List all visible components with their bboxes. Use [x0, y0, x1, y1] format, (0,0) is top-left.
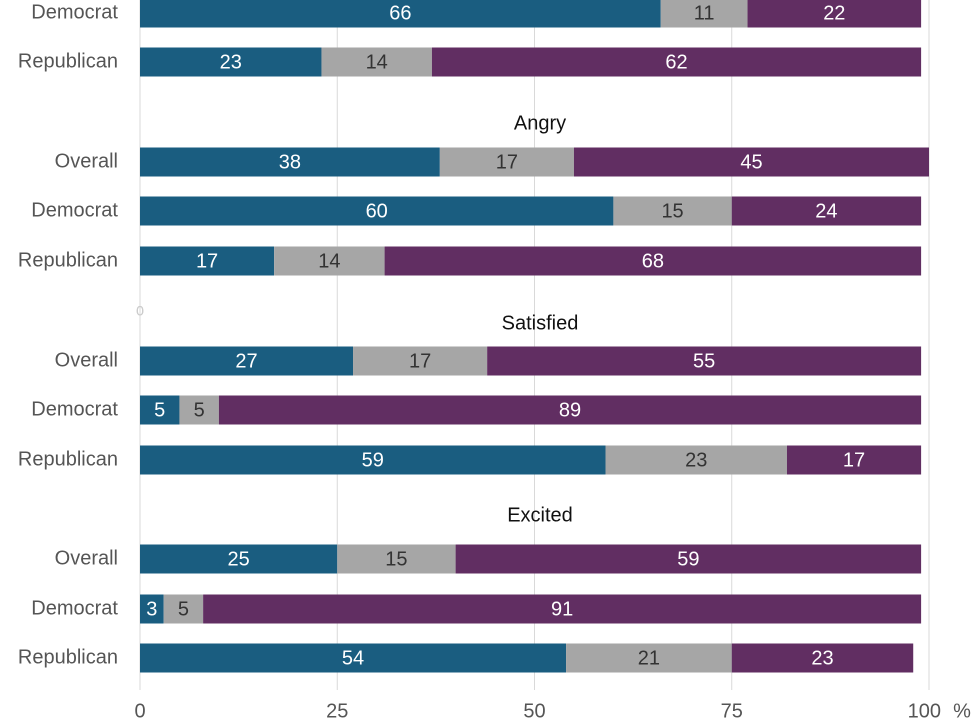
- ghost-zero-label: 0: [136, 303, 144, 319]
- ghost-zero-label: 0: [136, 303, 144, 319]
- bar-segment-s1: [140, 544, 338, 574]
- bar-segment-s3: [203, 594, 922, 624]
- bar-segment-s2: [566, 643, 732, 673]
- category-label: Republican: [18, 50, 118, 72]
- category-label: Democrat: [31, 199, 118, 221]
- bar-segment-s3: [786, 445, 922, 475]
- bar-value-label: 54: [342, 647, 364, 669]
- bar-value-label: 55: [693, 350, 715, 372]
- category-label: Overall: [55, 547, 118, 569]
- bar-value-label: 3: [146, 598, 157, 620]
- bar-segment-s2: [337, 544, 456, 574]
- bar-value-label: 22: [823, 2, 845, 24]
- x-tick-label: 75: [721, 700, 743, 720]
- bar-segment-s1: [140, 594, 164, 624]
- bar-value-label: 17: [843, 449, 865, 471]
- bar-segment-s2: [353, 346, 488, 376]
- bar-segment-s2: [321, 47, 432, 77]
- bar-value-label: 25: [228, 548, 250, 570]
- group-title: Satisfied: [502, 312, 579, 334]
- bar-segment-s2: [274, 246, 385, 276]
- x-tick-label: 25: [326, 700, 348, 720]
- bar-segment-s2: [179, 395, 219, 425]
- bar-value-label: 38: [279, 151, 301, 173]
- bar-segment-s1: [140, 47, 322, 77]
- category-label: Overall: [55, 349, 118, 371]
- category-label: Democrat: [31, 1, 118, 23]
- bar-value-label: 23: [685, 449, 707, 471]
- x-tick-label: 50: [523, 700, 545, 720]
- bar-value-label: 15: [385, 548, 407, 570]
- bar-segment-s1: [140, 246, 275, 276]
- x-axis-unit: %: [953, 700, 971, 720]
- bar-value-label: 11: [694, 2, 715, 24]
- bar-segment-s1: [140, 196, 614, 226]
- bar-value-label: 62: [665, 51, 687, 73]
- category-label: Republican: [18, 646, 118, 668]
- bar-value-label: 5: [194, 399, 205, 421]
- bar-segment-s1: [140, 346, 354, 376]
- bar-value-label: 27: [235, 350, 257, 372]
- category-label: Democrat: [31, 597, 118, 619]
- group-title: Excited: [507, 504, 573, 526]
- bar-value-label: 59: [677, 548, 699, 570]
- bar-segment-s3: [487, 346, 922, 376]
- bar-segment-s3: [384, 246, 922, 276]
- bar-segment-s1: [140, 395, 180, 425]
- category-label: Republican: [18, 249, 118, 271]
- x-tick-label: 0: [134, 700, 145, 720]
- bar-segment-s3: [573, 147, 929, 177]
- bar-segment-s1: [140, 445, 606, 475]
- bar-value-label: 17: [196, 250, 218, 272]
- bar-segment-s3: [747, 0, 922, 28]
- bar-segment-s2: [660, 0, 748, 28]
- bar-segment-s1: [140, 643, 567, 673]
- bar-segment-s2: [605, 445, 787, 475]
- bar-value-label: 23: [811, 647, 833, 669]
- bar-value-label: 17: [409, 350, 431, 372]
- bar-value-label: 5: [178, 598, 189, 620]
- bar-segment-s3: [455, 544, 922, 574]
- bar-value-label: 21: [638, 647, 660, 669]
- bar-segment-s2: [439, 147, 574, 177]
- bar-value-label: 24: [815, 200, 837, 222]
- category-label: Republican: [18, 448, 118, 470]
- group-title: Angry: [514, 112, 566, 134]
- bar-value-label: 68: [642, 250, 664, 272]
- bar-value-label: 14: [318, 250, 340, 272]
- bar-value-label: 91: [551, 598, 573, 620]
- x-tick-label: 100: [908, 700, 941, 720]
- bar-value-label: 45: [740, 151, 762, 173]
- category-label: Democrat: [31, 398, 118, 420]
- bar-segment-s2: [613, 196, 732, 226]
- bar-segment-s3: [218, 395, 922, 425]
- bar-segment-s1: [140, 0, 661, 28]
- bar-value-label: 14: [366, 51, 388, 73]
- bar-value-label: 15: [661, 200, 683, 222]
- bar-value-label: 66: [389, 2, 411, 24]
- bar-segment-s2: [163, 594, 204, 624]
- bar-segment-s3: [731, 196, 922, 226]
- bar-value-label: 60: [366, 200, 388, 222]
- bar-segment-s3: [431, 47, 922, 77]
- bar-segment-s3: [731, 643, 914, 673]
- category-label: Overall: [55, 150, 118, 172]
- bar-segment-s1: [140, 147, 440, 177]
- bar-value-label: 17: [496, 151, 518, 173]
- bar-value-label: 23: [220, 51, 242, 73]
- bar-value-label: 59: [362, 449, 384, 471]
- bar-value-label: 89: [559, 399, 581, 421]
- bar-value-label: 5: [154, 399, 165, 421]
